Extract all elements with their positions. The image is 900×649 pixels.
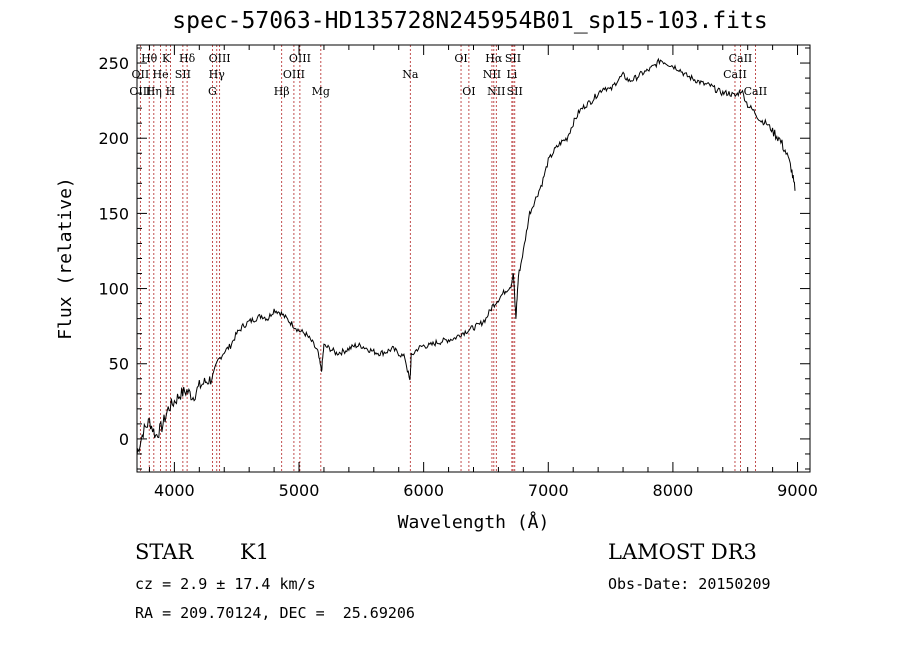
x-tick-label: 9000	[777, 481, 818, 500]
redshift-info: cz = 2.9 ± 17.4 km/s	[135, 575, 316, 593]
line-marker-label: Mg	[312, 85, 330, 98]
line-marker-label: Hδ	[179, 52, 196, 65]
line-marker-label: CaII	[744, 85, 768, 98]
line-marker-label: He	[153, 68, 169, 81]
line-marker-label: OIII	[289, 52, 311, 65]
line-marker-label: Hγ	[209, 68, 226, 81]
y-tick-label: 50	[109, 355, 129, 374]
line-marker-label: Hη	[146, 85, 162, 98]
x-tick-label: 5000	[279, 481, 320, 500]
coordinates-info: RA = 209.70124, DEC = 25.69206	[135, 604, 415, 622]
plot-frame	[136, 44, 811, 473]
line-marker-label: CaII	[723, 68, 747, 81]
line-marker-label: CaII	[729, 52, 753, 65]
x-axis-label: Wavelength (Å)	[398, 511, 550, 533]
spectrum-line	[136, 57, 796, 455]
y-tick-label: 250	[98, 54, 129, 73]
x-axis-ticks: 4000 5000 6000 7000 8000 9000	[148, 45, 818, 500]
object-class: STAR	[135, 540, 194, 564]
object-subclass: K1	[240, 540, 270, 564]
y-tick-label: 0	[119, 430, 129, 449]
line-marker-label: OIII	[209, 52, 231, 65]
line-marker-label: SII	[175, 68, 191, 81]
y-tick-label: 200	[98, 129, 129, 148]
line-marker-label: H	[166, 85, 176, 98]
x-tick-label: 7000	[528, 481, 569, 500]
line-marker-label: Li	[506, 68, 517, 81]
y-tick-label: 150	[98, 204, 129, 223]
line-marker-label: OIII	[129, 85, 151, 98]
line-marker-label: Hα	[485, 52, 503, 65]
line-marker-label: G	[208, 85, 217, 98]
line-marker-label: OII	[132, 68, 150, 81]
line-marker-label: K	[162, 52, 171, 65]
x-tick-label: 8000	[653, 481, 694, 500]
survey-name: LAMOST DR3	[608, 540, 757, 564]
line-marker-label: Na	[402, 68, 419, 81]
line-marker-label: NII	[487, 85, 505, 98]
line-marker-label: OI	[454, 52, 467, 65]
y-axis-label: Flux (relative)	[55, 177, 76, 340]
line-marker-label: OIII	[283, 68, 305, 81]
line-marker-label: Hβ	[274, 85, 290, 98]
observation-date: Obs-Date: 20150209	[608, 575, 771, 593]
chart-title: spec-57063-HD135728N245954B01_sp15-103.f…	[172, 8, 768, 34]
y-axis-ticks: 0 50 100 150 200 250	[98, 47, 810, 470]
line-marker-label: Hθ	[141, 52, 158, 65]
line-marker-label: NII	[483, 68, 501, 81]
x-tick-label: 4000	[154, 481, 195, 500]
y-tick-label: 100	[98, 280, 129, 299]
line-marker-label: SII	[505, 52, 521, 65]
line-marker-label: SII	[507, 85, 523, 98]
x-tick-label: 6000	[403, 481, 444, 500]
line-markers	[139, 45, 756, 472]
line-marker-label: OI	[462, 85, 475, 98]
